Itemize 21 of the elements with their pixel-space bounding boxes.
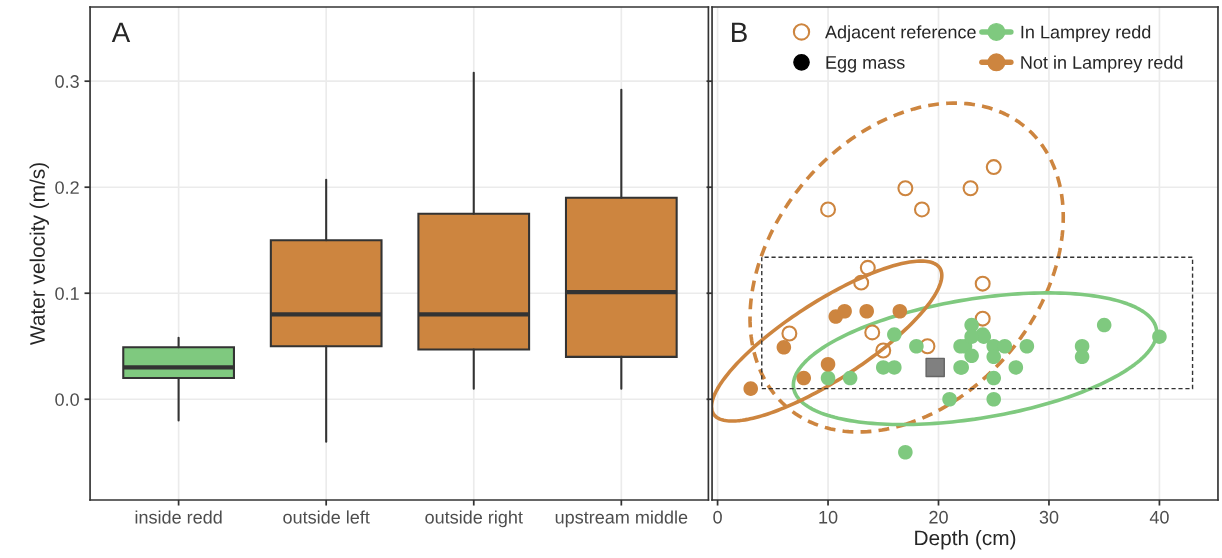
x-tick-label: 40 — [1149, 510, 1169, 524]
annotation: Egg mass — [826, 56, 905, 73]
y-tick-label: 0.2 — [55, 181, 79, 194]
x-tick-label: inside redd — [135, 510, 222, 524]
x-tick-label: outside right — [425, 510, 523, 528]
x-tick-label: outside left — [283, 510, 370, 524]
x-tick-label: upstream middle — [555, 510, 688, 528]
x-tick-label: 30 — [1039, 510, 1059, 524]
y-tick-label: 0.1 — [55, 287, 79, 300]
x-tick-label: 20 — [929, 510, 948, 524]
y-tick-label: 0.3 — [55, 75, 79, 88]
y-axis-title: Water velocity (m/s) — [29, 163, 49, 346]
chart-title: B — [732, 22, 747, 42]
x-tick-label: 10 — [819, 510, 838, 524]
legend-label: Adjacent reference — [825, 25, 976, 43]
legend-label: Not in Lamprey redd — [1021, 55, 1183, 73]
y-tick-label: 0.0 — [55, 393, 79, 406]
legend-label: In Lamprey redd — [1021, 25, 1151, 43]
chart-title: A — [111, 22, 131, 42]
x-axis-title: Depth (cm) — [915, 529, 1016, 550]
x-tick-label: 0 — [713, 510, 722, 524]
